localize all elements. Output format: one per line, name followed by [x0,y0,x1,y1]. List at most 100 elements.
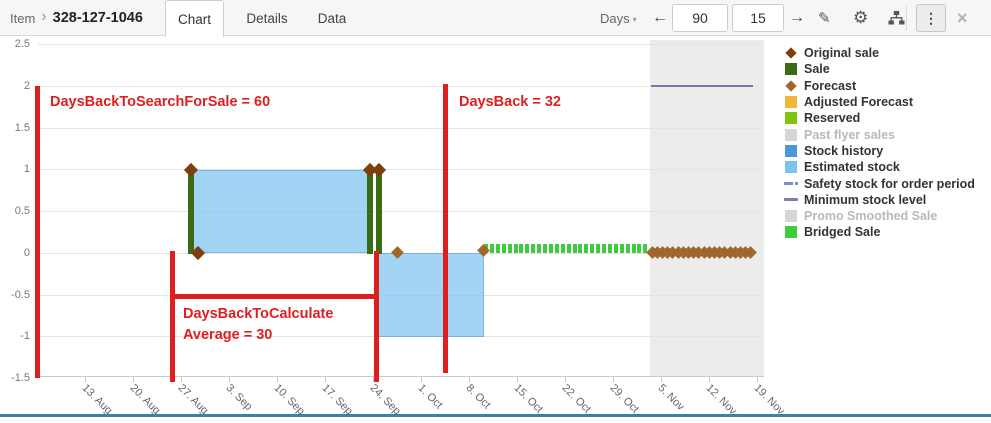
legend-item[interactable]: Promo Smoothed Sale [784,208,990,224]
legend-square-swatch [784,112,798,125]
breadcrumb-item-id: 328-127-1046 [52,10,143,26]
bridged-sale-mark [537,244,542,253]
x-axis-tick [661,376,662,382]
tab-details[interactable]: Details [246,10,288,26]
legend-item[interactable]: Reserved [784,110,990,126]
close-icon[interactable]: × [957,7,968,28]
x-axis-line [38,376,764,377]
estimated-stock-area [378,253,484,337]
bridged-sale-mark [543,244,547,253]
x-axis-label: 13. Aug [79,382,115,417]
x-axis-tick [709,376,710,382]
legend-item-label: Forecast [804,78,857,93]
legend-item-label: Promo Smoothed Sale [804,209,938,224]
x-axis-tick [565,376,566,382]
bridged-sale-mark [519,244,524,253]
calc-bracket-horizontal-line [170,294,379,299]
y-gridline [38,336,764,338]
legend-item[interactable]: Estimated stock [784,159,990,175]
legend-item-label: Estimated stock [804,160,900,175]
legend-item-label: Bridged Sale [804,225,881,240]
x-axis-tick [517,376,518,382]
legend-item[interactable]: Adjusted Forecast [784,94,990,110]
y-axis-label: 2.5 [14,38,30,50]
future-period-band [650,40,764,376]
daysback-search-line [35,86,40,378]
bridged-sale-mark [596,244,601,253]
y-gridline [38,85,764,87]
y-gridline [38,127,764,129]
legend-square-swatch [784,128,798,141]
y-axis-label: -1 [20,330,30,343]
legend-diamond-swatch [784,47,798,59]
legend-item[interactable]: Bridged Sale [784,224,990,240]
tab-data[interactable]: Data [317,10,347,26]
legend-item[interactable]: Original sale [784,45,990,61]
sale-column [376,169,382,254]
x-axis-label: 1. Oct [415,382,445,412]
bridged-sale-mark [584,244,589,253]
legend-item[interactable]: Sale [784,61,990,77]
legend-item-label: Past flyer sales [804,127,896,142]
x-axis-label: 19. Nov [751,382,787,418]
legend-item[interactable]: Safety stock for order period [784,175,990,191]
edit-pencil-icon[interactable]: ✎ [818,10,831,27]
days-back-input[interactable] [672,4,728,32]
x-axis-label: 12. Nov [703,382,739,418]
x-axis-label: 29. Oct [607,382,642,416]
y-gridline [38,169,764,171]
x-axis-label: 15. Oct [511,382,546,416]
legend-item-label: Reserved [804,111,861,126]
bridged-sale-mark [525,244,530,253]
legend-item-label: Original sale [804,46,880,61]
bridged-sale-mark [566,244,571,253]
hierarchy-sitemap-icon[interactable] [888,0,905,36]
sale-column [188,169,194,254]
days-forward-input[interactable] [732,4,784,32]
x-axis-label: 5. Nov [655,382,687,413]
legend-item[interactable]: Past flyer sales [784,126,990,142]
tab-chart[interactable]: Chart [165,0,224,37]
legend-item[interactable]: Minimum stock level [784,192,990,208]
minimum-stock-level-line [651,85,753,87]
legend-item[interactable]: Forecast [784,78,990,94]
legend-item[interactable]: Stock history [784,143,990,159]
legend-square-swatch [784,96,798,109]
x-axis-label: 8. Oct [463,382,493,412]
step-forward-button[interactable]: → [789,9,805,26]
legend-square-swatch [784,161,798,174]
legend-dashdot-swatch [784,182,798,186]
y-gridline [38,44,764,45]
settings-gear-icon[interactable]: ⚙ [853,8,869,27]
breadcrumb-item-section[interactable]: Item [10,10,36,26]
bridged-sale-mark [548,244,553,253]
period-dropdown[interactable]: Days ▾ [600,0,637,36]
bridged-sale-mark [631,244,636,253]
bridged-sale-mark [495,244,500,253]
header-bar: Item › 328-127-1046 Chart Details Data D… [0,0,991,37]
bridged-sale-mark [507,244,512,253]
y-axis-label: 0.5 [14,205,30,217]
x-axis-tick [469,376,470,382]
annotation-calc-average: DaysBackToCalculate Average = 30 [183,306,334,343]
x-axis-tick [613,376,614,382]
calc-bracket-left-line [170,251,175,382]
x-axis-label: 20. Aug [127,382,163,417]
legend-item-label: Sale [804,62,830,77]
bridged-sale-mark [619,244,624,253]
estimated-stock-area [190,169,368,253]
x-axis-tick [325,376,326,382]
step-back-button[interactable]: ← [652,9,668,26]
legend-square-swatch [784,144,798,157]
bridged-sale-mark [578,244,583,253]
sale-column [367,169,373,254]
bridged-sale-mark [531,244,536,253]
legend-square-swatch [784,63,798,76]
period-dropdown-label: Days [600,10,630,26]
daysback-line [443,84,448,373]
x-axis-tick [133,376,134,382]
x-axis-tick [85,376,86,382]
more-options-button[interactable]: ⋮ [916,4,946,32]
x-axis-tick [373,376,374,382]
